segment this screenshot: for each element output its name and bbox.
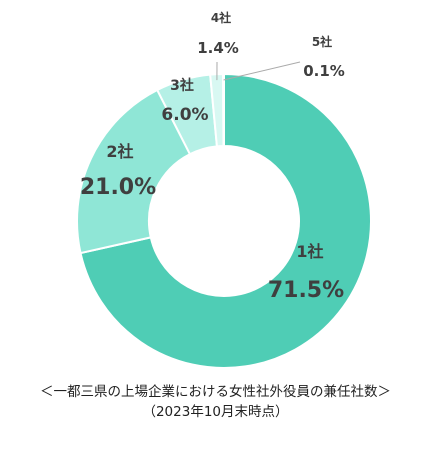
chart-caption-title: ＜一都三県の上場企業における女性社外役員の兼任社数＞ (40, 384, 391, 400)
donut-slice-1 (79, 72, 372, 369)
category-label-3: 3社 (170, 77, 194, 94)
donut-slice-5 (222, 72, 225, 148)
value-label-1: 71.5% (268, 278, 344, 303)
donut-slice-2 (76, 88, 192, 255)
chart-caption-date: （2023年10月末時点） (142, 404, 289, 420)
category-label-4: 4社 (211, 10, 231, 25)
value-label-5: 0.1% (303, 62, 345, 80)
category-label-1: 1社 (296, 242, 323, 261)
category-label-2: 2社 (106, 142, 133, 161)
leader-line-5 (223, 61, 301, 81)
chart-slices (76, 72, 372, 369)
chart-labels: 1社 71.5% 2社 21.0% 3社 6.0% 4社 1.4% 5社 0.1% (80, 10, 345, 303)
leader-lines (216, 61, 301, 81)
category-label-5: 5社 (312, 34, 332, 49)
value-label-3: 6.0% (161, 105, 208, 125)
value-label-2: 21.0% (80, 175, 156, 200)
value-label-4: 1.4% (197, 39, 239, 57)
